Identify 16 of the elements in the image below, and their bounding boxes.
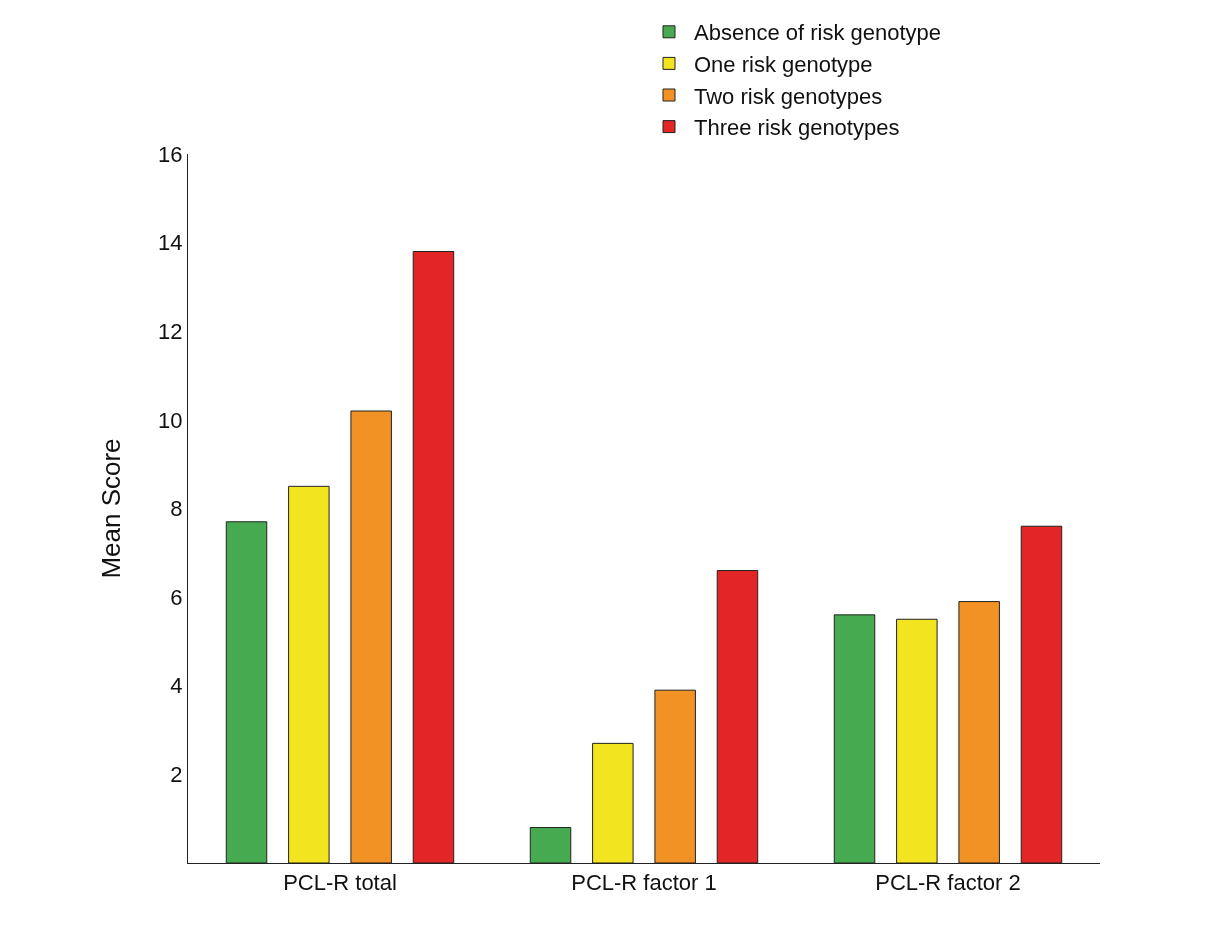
x-tick-label: PCL-R total xyxy=(283,870,397,896)
y-tick-label: 10 xyxy=(158,407,183,433)
y-tick-label: 8 xyxy=(170,496,183,522)
legend-label: Two risk genotypes xyxy=(694,83,883,109)
y-tick-label: 4 xyxy=(170,673,183,699)
legend-label: Three risk genotypes xyxy=(694,115,900,141)
x-tick-label: PCL-R factor 2 xyxy=(875,870,1021,896)
y-tick-label: 12 xyxy=(158,318,183,344)
y-tick-label: 16 xyxy=(158,141,183,167)
legend-label: Absence of risk genotype xyxy=(694,20,942,46)
x-tick-label: PCL-R factor 1 xyxy=(571,870,717,896)
y-tick-label: 6 xyxy=(170,584,183,610)
y-axis-title: Mean Score xyxy=(95,438,126,579)
y-tick-label: 2 xyxy=(170,762,183,788)
legend-label: One risk genotype xyxy=(694,51,873,77)
y-tick-label: 14 xyxy=(158,230,183,256)
